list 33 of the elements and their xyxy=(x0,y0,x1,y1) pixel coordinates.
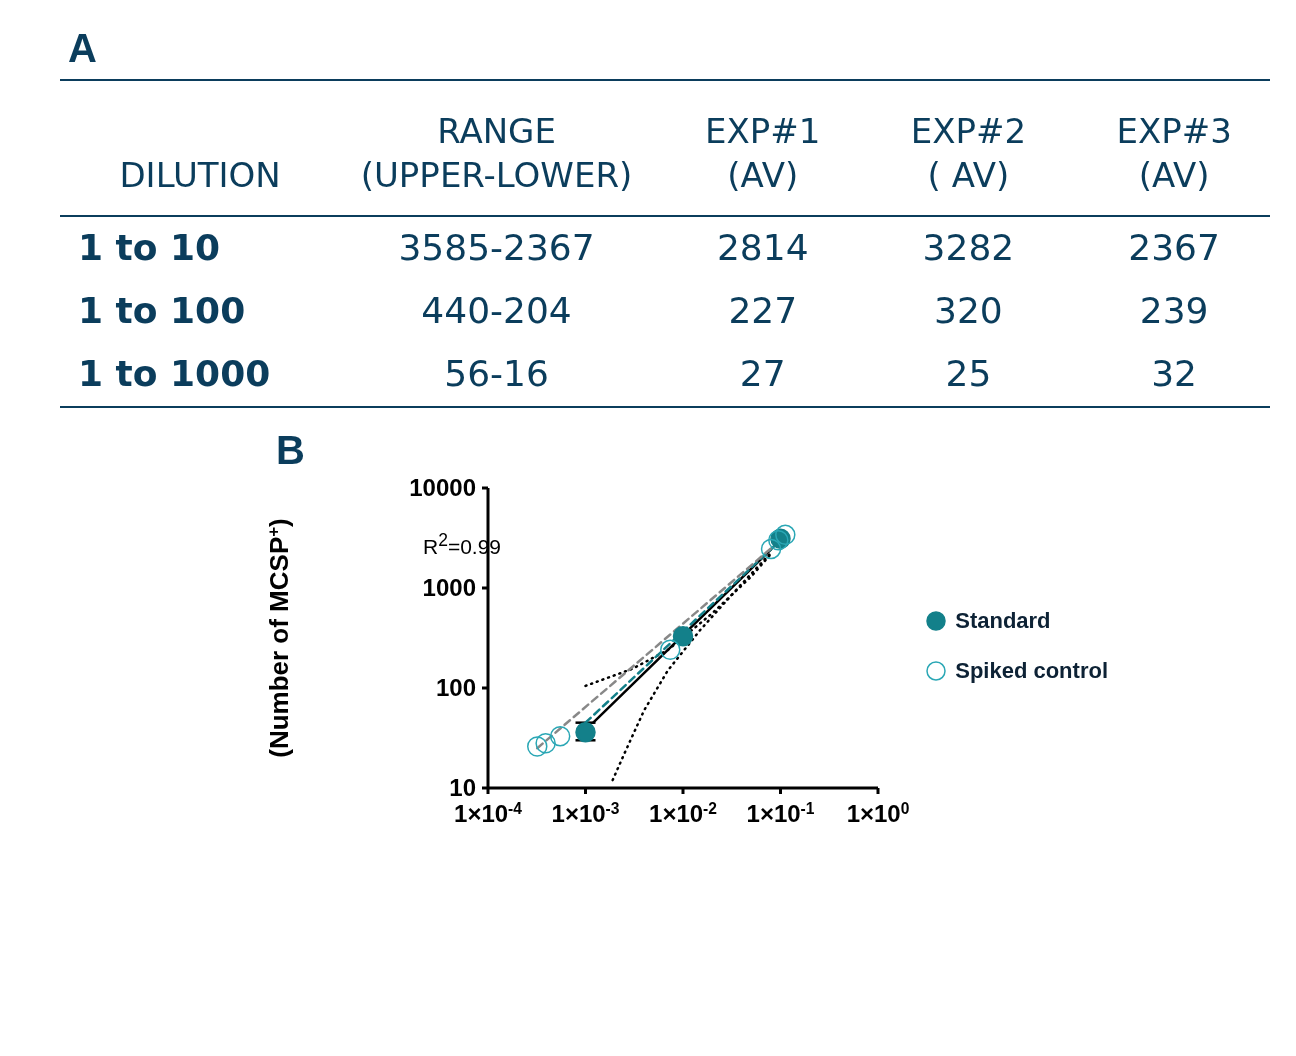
text: 227 xyxy=(727,289,799,334)
x-tick-label: 1×10$^{0}$ xyxy=(846,799,910,827)
text: 2814 xyxy=(715,226,810,271)
text: DILUTION xyxy=(118,154,282,198)
text: 25 xyxy=(944,351,993,396)
legend-label: Spiked control xyxy=(955,657,1108,684)
text: 32 xyxy=(1150,351,1199,396)
text: 320 xyxy=(933,289,1004,334)
text: 56-16 xyxy=(443,351,550,396)
text: 27 xyxy=(738,351,787,396)
y-tick-label: 10 xyxy=(449,773,476,801)
text: EXP#1 (AV) xyxy=(704,110,822,198)
text: EXP#3 (AV) xyxy=(1115,110,1233,198)
x-tick-label: 1×10$^{-3}$ xyxy=(551,799,620,827)
text: 239 xyxy=(1138,289,1210,334)
y-tick-label: 1000 xyxy=(422,573,476,601)
y-tick-label: 10000 xyxy=(409,473,476,501)
text: 1 to 1000 xyxy=(77,351,272,396)
chart-title: B xyxy=(276,427,305,473)
text: 1 to 100 xyxy=(77,289,247,334)
text: 2367 xyxy=(1127,226,1221,271)
x-tick-label: 1×10$^{-2}$ xyxy=(649,799,718,827)
legend-label: Standard xyxy=(955,607,1051,634)
text: 3585-2367 xyxy=(397,226,596,271)
text: 3282 xyxy=(921,226,1016,271)
y-tick-label: 100 xyxy=(435,673,476,701)
text: 1 to 10 xyxy=(77,226,222,271)
text: 440-204 xyxy=(420,289,573,334)
text: EXP#2 ( AV) xyxy=(909,110,1028,198)
text: A xyxy=(67,25,98,72)
text: RANGE (UPPER-LOWER) xyxy=(359,110,634,198)
x-tick-label: 1×10$^{-1}$ xyxy=(746,799,815,827)
x-tick-label: 1×10$^{-4}$ xyxy=(454,799,523,827)
